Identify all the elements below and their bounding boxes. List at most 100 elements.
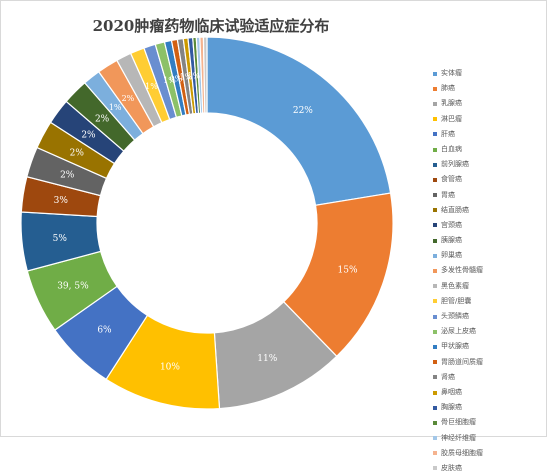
legend-swatch <box>433 147 437 152</box>
legend-item-11: 宫颈癌 <box>433 218 545 233</box>
legend-label: 胆管/胆囊 <box>441 296 472 305</box>
legend-item-18: 泌尿上皮癌 <box>433 324 545 339</box>
slice-27 <box>202 36 208 114</box>
legend-item-19: 甲状腺癌 <box>433 339 545 354</box>
legend-label: 骨巨细胞瘤 <box>441 418 476 427</box>
legend-swatch <box>433 466 437 471</box>
legend-label: 食管癌 <box>441 175 462 184</box>
legend-label: 肺癌 <box>441 84 455 93</box>
legend-label: 前列腺癌 <box>441 160 469 169</box>
legend-item-8: 食管癌 <box>433 172 545 187</box>
legend-label: 甲状腺癌 <box>441 342 469 351</box>
slice-label-23: 1% <box>187 72 200 81</box>
legend-label: 头颈鳞癌 <box>441 312 469 320</box>
legend-label: 黑色素瘤 <box>441 281 469 290</box>
legend-swatch <box>433 314 437 319</box>
legend-swatch <box>433 390 437 395</box>
slice-label-6: 39, 5% <box>57 282 89 292</box>
legend-item-25: 神经纤维瘤 <box>433 431 545 446</box>
legend-label: 淋巴瘤 <box>441 114 462 123</box>
legend-label: 乳腺癌 <box>441 99 462 108</box>
slice-label-2: 15% <box>338 265 358 275</box>
legend-label: 鼻咽癌 <box>441 387 462 396</box>
legend-swatch <box>433 162 437 167</box>
legend-swatch <box>433 132 437 137</box>
legend-swatch <box>433 193 437 198</box>
slice-label-4: 10% <box>160 362 180 372</box>
chart-title: 2020肿瘤药物临床试验适应症分布 <box>92 17 330 35</box>
legend-item-16: 胆管/胆囊 <box>433 294 545 309</box>
legend-swatch <box>433 238 437 243</box>
legend-label: 泌尿上皮癌 <box>441 327 476 336</box>
legend-item-3: 乳腺癌 <box>433 96 545 111</box>
legend-label: 肾癌 <box>441 372 455 381</box>
legend-swatch <box>433 360 437 365</box>
legend-swatch <box>433 451 437 456</box>
slice-label-8: 3% <box>54 196 69 206</box>
slice-1 <box>206 36 392 206</box>
legend-item-2: 肺癌 <box>433 81 545 96</box>
legend-swatch <box>433 420 437 425</box>
legend-item-12: 胰腺癌 <box>433 233 545 248</box>
slice-label-19: 0% <box>170 74 183 83</box>
legend-item-1: 实体瘤 <box>433 66 545 81</box>
legend-item-23: 胸腺癌 <box>433 400 545 415</box>
legend-label: 胃肠道间质瘤 <box>441 357 483 366</box>
legend-swatch <box>433 284 437 289</box>
slice-label-16: 1% <box>145 82 158 91</box>
legend-swatch <box>433 344 437 349</box>
legend-item-20: 胃肠道间质瘤 <box>433 355 545 370</box>
slice-label-14: 2% <box>122 94 135 103</box>
legend-label: 神经纤维瘤 <box>441 433 476 442</box>
slice-label-3: 11% <box>257 354 277 364</box>
legend-swatch <box>433 208 437 213</box>
legend-label: 实体瘤 <box>441 69 462 77</box>
legend-swatch <box>433 299 437 304</box>
legend-swatch <box>433 117 437 122</box>
legend-label: 胃癌 <box>441 190 455 199</box>
legend-swatch <box>433 329 437 334</box>
legend-item-17: 头颈鳞癌 <box>433 309 545 324</box>
legend-item-9: 胃癌 <box>433 188 545 203</box>
legend-item-22: 鼻咽癌 <box>433 385 545 400</box>
legend-label: 卵巢癌 <box>441 251 462 260</box>
slice-label-1: 22% <box>293 106 313 116</box>
legend-item-21: 肾癌 <box>433 370 545 385</box>
legend-label: 胶质母细胞瘤 <box>441 448 483 457</box>
legend-swatch <box>433 71 437 76</box>
legend-item-15: 黑色素瘤 <box>433 279 545 294</box>
donut-chart: 22%15%11%10%6%39, 5%5%3%2%2%2%2%1%2%1%1%… <box>20 36 394 410</box>
chart-legend: 实体瘤肺癌乳腺癌淋巴瘤肝癌白血病前列腺癌食管癌胃癌结直肠癌宫颈癌胰腺癌卵巢癌多发… <box>433 66 545 476</box>
legend-label: 白血病 <box>441 144 462 153</box>
legend-swatch <box>433 86 437 91</box>
legend-item-26: 胶质母细胞瘤 <box>433 446 545 461</box>
legend-item-24: 骨巨细胞瘤 <box>433 415 545 430</box>
slice-label-18: 1% <box>163 76 176 85</box>
slice-label-21: 1% <box>179 73 192 82</box>
legend-item-14: 多发性骨髓瘤 <box>433 263 545 278</box>
legend-swatch <box>433 101 437 106</box>
legend-swatch <box>433 177 437 182</box>
slice-label-10: 2% <box>70 149 85 159</box>
legend-label: 胸腺癌 <box>441 403 462 412</box>
legend-label: 肝癌 <box>441 129 455 138</box>
legend-label: 宫颈癌 <box>441 220 462 229</box>
legend-item-4: 淋巴瘤 <box>433 112 545 127</box>
slice-label-7: 5% <box>53 234 68 244</box>
legend-swatch <box>433 223 437 228</box>
legend-label: 多发性骨髓瘤 <box>441 266 483 275</box>
legend-swatch <box>433 375 437 380</box>
legend-item-5: 肝癌 <box>433 127 545 142</box>
slice-label-9: 2% <box>60 170 75 180</box>
slice-label-5: 6% <box>97 326 112 336</box>
legend-swatch <box>433 405 437 410</box>
legend-item-7: 前列腺癌 <box>433 157 545 172</box>
slice-label-13: 1% <box>109 103 122 112</box>
legend-label: 胰腺癌 <box>441 236 462 245</box>
legend-item-6: 白血病 <box>433 142 545 157</box>
legend-label: 结直肠癌 <box>441 205 469 214</box>
legend-item-27: 皮肤癌 <box>433 461 545 476</box>
slice-label-11: 2% <box>81 130 96 140</box>
legend-item-13: 卵巢癌 <box>433 248 545 263</box>
